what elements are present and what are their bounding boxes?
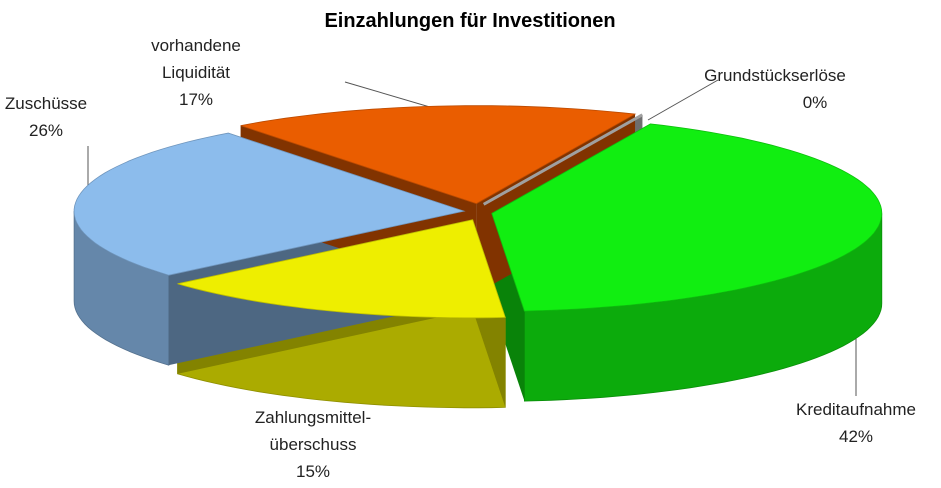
slice	[73, 132, 466, 276]
slice	[240, 105, 637, 205]
slice	[491, 123, 883, 312]
slice	[177, 219, 506, 319]
chart-title: Einzahlungen für Investitionen	[324, 10, 616, 32]
slice-value-label: 42%	[838, 427, 874, 446]
slice-value-label: 17%	[178, 90, 214, 109]
slice-label: Kreditaufnahme	[795, 400, 917, 419]
slice	[482, 113, 644, 206]
leader-line	[647, 79, 719, 121]
slice-label: vorhandene Liquidität	[151, 36, 241, 82]
slice-value-label: 26%	[28, 121, 64, 140]
slice-label: Zuschüsse	[4, 94, 88, 113]
leader-line	[344, 81, 441, 111]
slice-label: Zahlungsmittel- überschuss	[254, 408, 372, 454]
slice-value-label: 15%	[295, 462, 331, 481]
slice-label: Grundstückserlöse	[704, 66, 846, 85]
slice-value-label: 0%	[802, 93, 828, 112]
